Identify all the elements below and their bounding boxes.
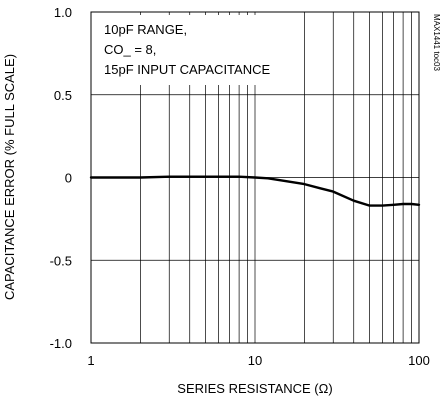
y-tick-label: -1.0 (50, 336, 72, 351)
annotation-line-2: CO_ = 8, (104, 42, 156, 57)
annotation-box (94, 15, 294, 85)
x-tick-label: 10 (248, 353, 262, 368)
x-tick-label: 1 (87, 353, 94, 368)
y-tick-label: 0.5 (54, 88, 72, 103)
y-tick-label: -0.5 (50, 253, 72, 268)
y-tick-label: 0 (65, 171, 72, 186)
tick-labels: 1.0 0.5 0 -0.5 -1.0 1 10 100 (50, 5, 430, 368)
y-axis-label: CAPACITANCE ERROR (% FULL SCALE) (2, 54, 17, 300)
series (89, 175, 421, 207)
series-line (89, 175, 421, 207)
y-tick-label: 1.0 (54, 5, 72, 20)
x-axis-label: SERIES RESISTANCE (Ω) (177, 381, 332, 396)
figure-id: MAX1441 toc03 (432, 14, 440, 71)
annotation-line-3: 15pF INPUT CAPACITANCE (104, 62, 270, 77)
annotation-line-1: 10pF RANGE, (104, 22, 187, 37)
x-tick-label: 100 (408, 353, 430, 368)
